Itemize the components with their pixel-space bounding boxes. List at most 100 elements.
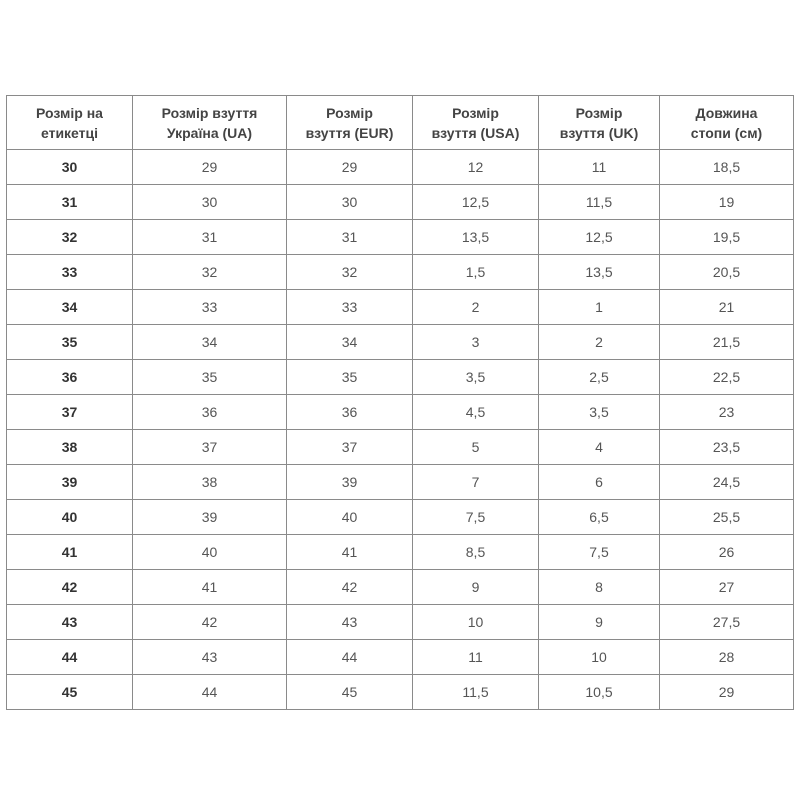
cell-usa-size: 3,5 xyxy=(412,359,539,395)
cell-ua-size: 38 xyxy=(132,464,287,500)
header-line: Розмір взуття xyxy=(161,104,258,121)
cell-uk-size: 3,5 xyxy=(538,394,660,430)
cell-eur-size: 40 xyxy=(286,499,413,535)
cell-usa-size: 8,5 xyxy=(412,534,539,570)
table-row: 37 36 36 4,5 3,5 23 xyxy=(6,394,794,430)
cell-usa-size: 9 xyxy=(412,569,539,605)
table-row: 34 33 33 2 1 21 xyxy=(6,289,794,325)
cell-ua-size: 39 xyxy=(132,499,287,535)
cell-ua-size: 31 xyxy=(132,219,287,255)
cell-label-size: 41 xyxy=(6,534,133,570)
cell-usa-size: 7,5 xyxy=(412,499,539,535)
cell-ua-size: 30 xyxy=(132,184,287,220)
cell-label-size: 44 xyxy=(6,639,133,675)
cell-usa-size: 5 xyxy=(412,429,539,465)
table-row: 38 37 37 5 4 23,5 xyxy=(6,429,794,465)
table-row: 39 38 39 7 6 24,5 xyxy=(6,464,794,500)
cell-eur-size: 41 xyxy=(286,534,413,570)
cell-uk-size: 2 xyxy=(538,324,660,360)
header-row: Розмір на етикетці Розмір взуття Україна (U… xyxy=(6,95,794,150)
header-line: стопи (см) xyxy=(690,124,763,141)
cell-label-size: 34 xyxy=(6,289,133,325)
cell-eur-size: 37 xyxy=(286,429,413,465)
cell-uk-size: 1 xyxy=(538,289,660,325)
cell-ua-size: 40 xyxy=(132,534,287,570)
cell-label-size: 43 xyxy=(6,604,133,640)
cell-foot-length: 20,5 xyxy=(659,254,794,290)
cell-foot-length: 27,5 xyxy=(659,604,794,640)
cell-foot-length: 24,5 xyxy=(659,464,794,500)
cell-uk-size: 13,5 xyxy=(538,254,660,290)
cell-uk-size: 10,5 xyxy=(538,674,660,710)
cell-ua-size: 41 xyxy=(132,569,287,605)
cell-eur-size: 29 xyxy=(286,149,413,185)
cell-ua-size: 33 xyxy=(132,289,287,325)
cell-uk-size: 6,5 xyxy=(538,499,660,535)
cell-eur-size: 32 xyxy=(286,254,413,290)
cell-uk-size: 7,5 xyxy=(538,534,660,570)
cell-eur-size: 33 xyxy=(286,289,413,325)
table-row: 44 43 44 11 10 28 xyxy=(6,639,794,675)
table-row: 35 34 34 3 2 21,5 xyxy=(6,324,794,360)
table-row: 43 42 43 10 9 27,5 xyxy=(6,604,794,640)
cell-ua-size: 32 xyxy=(132,254,287,290)
cell-usa-size: 13,5 xyxy=(412,219,539,255)
column-header-label-size: Розмір на етикетці xyxy=(6,95,133,150)
cell-label-size: 31 xyxy=(6,184,133,220)
table-row: 33 32 32 1,5 13,5 20,5 xyxy=(6,254,794,290)
cell-label-size: 38 xyxy=(6,429,133,465)
cell-eur-size: 31 xyxy=(286,219,413,255)
cell-usa-size: 4,5 xyxy=(412,394,539,430)
column-header-usa-size: Розмір взуття (USA) xyxy=(412,95,539,150)
header-line: Розмір xyxy=(326,104,373,121)
cell-label-size: 40 xyxy=(6,499,133,535)
cell-usa-size: 3 xyxy=(412,324,539,360)
column-header-ua-size: Розмір взуття Україна (UA) xyxy=(132,95,287,150)
cell-eur-size: 39 xyxy=(286,464,413,500)
header-line: Розмір xyxy=(452,104,499,121)
cell-label-size: 37 xyxy=(6,394,133,430)
cell-foot-length: 18,5 xyxy=(659,149,794,185)
cell-foot-length: 26 xyxy=(659,534,794,570)
table-row: 42 41 42 9 8 27 xyxy=(6,569,794,605)
cell-eur-size: 35 xyxy=(286,359,413,395)
cell-label-size: 42 xyxy=(6,569,133,605)
header-line: взуття (USA) xyxy=(431,124,520,141)
cell-label-size: 45 xyxy=(6,674,133,710)
cell-usa-size: 11,5 xyxy=(412,674,539,710)
cell-ua-size: 44 xyxy=(132,674,287,710)
column-header-uk-size: Розмір взуття (UK) xyxy=(538,95,660,150)
cell-label-size: 32 xyxy=(6,219,133,255)
cell-eur-size: 36 xyxy=(286,394,413,430)
header-line: Розмір на xyxy=(36,104,103,121)
cell-usa-size: 12,5 xyxy=(412,184,539,220)
cell-usa-size: 11 xyxy=(412,639,539,675)
cell-uk-size: 11 xyxy=(538,149,660,185)
cell-ua-size: 43 xyxy=(132,639,287,675)
cell-foot-length: 19 xyxy=(659,184,794,220)
cell-eur-size: 45 xyxy=(286,674,413,710)
cell-eur-size: 43 xyxy=(286,604,413,640)
cell-ua-size: 29 xyxy=(132,149,287,185)
cell-foot-length: 29 xyxy=(659,674,794,710)
cell-ua-size: 42 xyxy=(132,604,287,640)
header-line: Україна (UA) xyxy=(166,124,253,141)
table-row: 32 31 31 13,5 12,5 19,5 xyxy=(6,219,794,255)
cell-ua-size: 37 xyxy=(132,429,287,465)
header-line: Довжина xyxy=(695,104,758,121)
table-row: 36 35 35 3,5 2,5 22,5 xyxy=(6,359,794,395)
cell-usa-size: 7 xyxy=(412,464,539,500)
header-line: взуття (UK) xyxy=(559,124,639,141)
table-row: 30 29 29 12 11 18,5 xyxy=(6,149,794,185)
header-line: взуття (EUR) xyxy=(305,124,394,141)
cell-label-size: 35 xyxy=(6,324,133,360)
cell-foot-length: 25,5 xyxy=(659,499,794,535)
cell-eur-size: 30 xyxy=(286,184,413,220)
cell-uk-size: 4 xyxy=(538,429,660,465)
header-line: Розмір xyxy=(575,104,623,121)
table-row: 41 40 41 8,5 7,5 26 xyxy=(6,534,794,570)
cell-foot-length: 21,5 xyxy=(659,324,794,360)
cell-foot-length: 23,5 xyxy=(659,429,794,465)
cell-eur-size: 42 xyxy=(286,569,413,605)
cell-foot-length: 23 xyxy=(659,394,794,430)
